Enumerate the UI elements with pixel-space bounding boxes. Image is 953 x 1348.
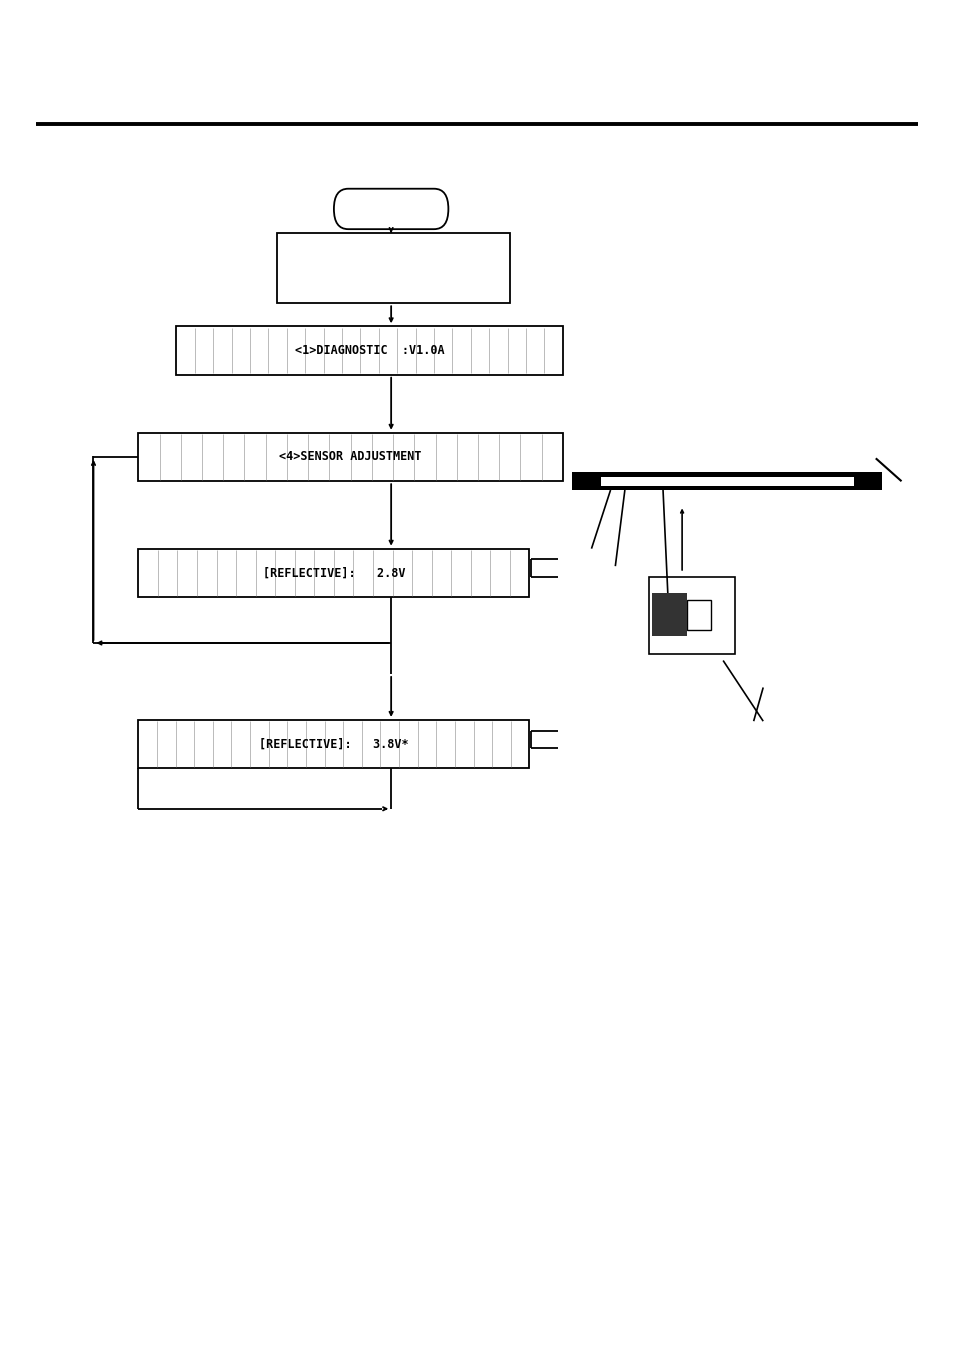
Bar	[853, 473, 882, 489]
FancyBboxPatch shape	[334, 189, 448, 229]
Bar	[176, 326, 562, 375]
Text: <1>DIAGNOSTIC  :V1.0A: <1>DIAGNOSTIC :V1.0A	[294, 344, 444, 357]
Text: [REFLECTIVE]:   3.8V*: [REFLECTIVE]: 3.8V*	[259, 737, 408, 751]
Bar	[648, 577, 734, 654]
Bar	[572, 473, 600, 489]
Text: [REFLECTIVE]:   2.8V: [REFLECTIVE]: 2.8V	[262, 566, 405, 580]
Bar	[600, 477, 853, 485]
Bar	[138, 720, 529, 768]
Bar	[686, 600, 710, 630]
Bar	[138, 433, 562, 481]
Text: <4>SENSOR ADJUSTMENT: <4>SENSOR ADJUSTMENT	[279, 450, 421, 464]
Bar	[276, 233, 510, 303]
Bar	[138, 549, 529, 597]
Bar	[572, 473, 882, 489]
Bar	[651, 593, 686, 636]
